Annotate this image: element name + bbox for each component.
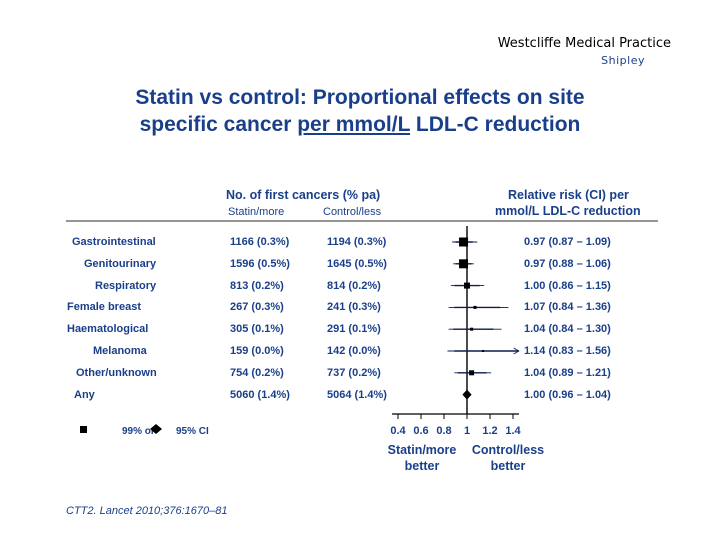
point-estimate-square <box>469 370 475 376</box>
row-label: Female breast <box>67 301 141 314</box>
row-statin-count: 1596 (0.5%) <box>230 257 290 270</box>
legend-ci99-label: 99% or <box>122 426 155 437</box>
row-relative-risk: 0.97 (0.87 – 1.09) <box>524 236 611 248</box>
row-control-count: 291 (0.1%) <box>327 323 381 336</box>
row-statin-count: 5060 (1.4%) <box>230 388 290 401</box>
title-line-2-pre: specific cancer <box>139 113 298 136</box>
slide-title: Statin vs control: Proportional effects … <box>0 84 720 138</box>
row-label: Any <box>74 388 95 401</box>
x-tick-label: 0.6 <box>413 425 428 437</box>
practice-town: Shipley <box>601 54 645 67</box>
row-label: Gastrointestinal <box>72 236 156 248</box>
row-control-count: 1194 (0.3%) <box>327 236 387 248</box>
row-relative-risk: 1.07 (0.84 – 1.36) <box>524 301 611 314</box>
row-statin-count: 813 (0.2%) <box>230 279 284 292</box>
row-relative-risk: 1.04 (0.89 – 1.21) <box>524 366 611 379</box>
title-line-2-post: LDL-C reduction <box>410 113 581 136</box>
header-rr-line1: Relative risk (CI) per <box>508 188 629 202</box>
title-line-1: Statin vs control: Proportional effects … <box>135 86 585 109</box>
title-line-2: specific cancer per mmol/L LDL-C reducti… <box>0 111 720 138</box>
xlabel-left-line2: better <box>405 459 440 473</box>
row-statin-count: 1166 (0.3%) <box>230 236 290 248</box>
row-relative-risk: 1.00 (0.96 – 1.04) <box>524 388 611 401</box>
row-statin-count: 267 (0.3%) <box>230 301 284 314</box>
row-relative-risk: 0.97 (0.88 – 1.06) <box>524 257 611 270</box>
row-control-count: 737 (0.2%) <box>327 366 381 379</box>
point-estimate-square <box>459 237 469 247</box>
header-cancers: No. of first cancers (% pa) <box>226 188 381 202</box>
x-tick-label: 1.4 <box>505 425 521 437</box>
row-control-count: 142 (0.0%) <box>327 345 381 357</box>
row-relative-risk: 1.04 (0.84 – 1.30) <box>524 323 611 336</box>
point-estimate-square <box>473 305 477 309</box>
row-statin-count: 159 (0.0%) <box>230 345 284 357</box>
title-line-2-underlined: per mmol/L <box>297 113 411 136</box>
point-estimate-square <box>459 259 469 269</box>
xlabel-right-line2: better <box>491 459 526 473</box>
row-label: Genitourinary <box>84 257 157 270</box>
point-estimate-square <box>464 282 470 289</box>
row-control-count: 814 (0.2%) <box>327 279 381 292</box>
legend-diamond <box>150 424 162 434</box>
header-rr-line2: mmol/L LDL-C reduction <box>495 204 641 218</box>
row-control-count: 1645 (0.5%) <box>327 257 387 270</box>
point-estimate-square <box>470 327 474 331</box>
legend-square <box>80 426 87 433</box>
point-estimate-square <box>482 350 485 352</box>
column-control: Control/less <box>323 206 382 218</box>
row-label: Other/unknown <box>76 366 157 379</box>
x-tick-label: 0.4 <box>390 425 406 437</box>
x-tick-label: 0.8 <box>436 425 451 437</box>
summary-diamond <box>462 389 472 400</box>
row-label: Haematological <box>67 323 149 336</box>
xlabel-left-line1: Statin/more <box>388 443 457 457</box>
row-statin-count: 305 (0.1%) <box>230 323 284 336</box>
row-label: Respiratory <box>95 279 157 292</box>
row-control-count: 5064 (1.4%) <box>327 388 387 401</box>
column-statin: Statin/more <box>228 206 285 218</box>
row-relative-risk: 1.00 (0.86 – 1.15) <box>524 279 611 292</box>
xlabel-right-line1: Control/less <box>472 443 544 457</box>
x-tick-label: 1 <box>464 425 470 437</box>
row-statin-count: 754 (0.2%) <box>230 366 284 379</box>
legend-ci95-label: 95% CI <box>176 426 209 437</box>
x-tick-label: 1.2 <box>482 425 497 437</box>
practice-name: Westcliffe Medical Practice <box>497 36 671 51</box>
citation: CTT2. Lancet 2010;376:1670–81 <box>66 505 228 517</box>
row-control-count: 241 (0.3%) <box>327 301 381 314</box>
row-relative-risk: 1.14 (0.83 – 1.56) <box>524 345 611 357</box>
row-label: Melanoma <box>93 345 147 357</box>
